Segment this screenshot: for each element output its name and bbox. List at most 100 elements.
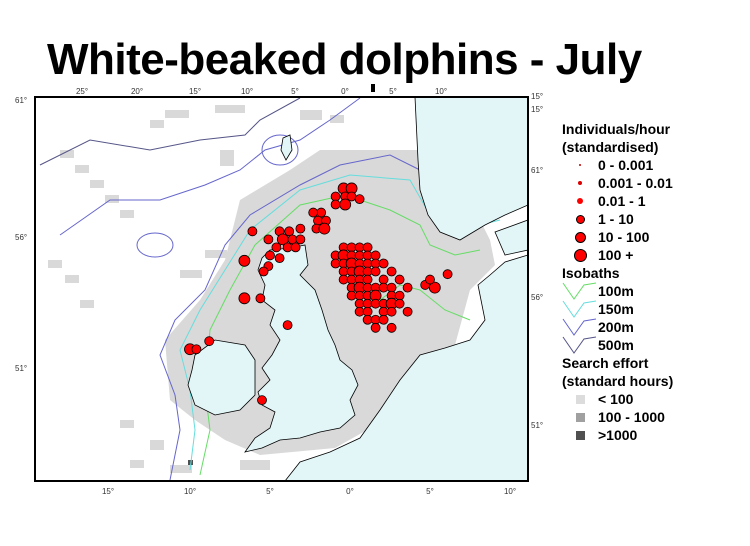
continental-europe [284, 254, 529, 482]
sighting-dot [282, 320, 293, 331]
sighting-dot [258, 266, 269, 277]
sighting-dot [238, 254, 251, 267]
sighting-dot [263, 234, 274, 245]
legend-label: >1000 [598, 427, 638, 443]
sighting-dot [378, 314, 389, 325]
dot-icon [579, 164, 581, 166]
legend: Individuals/hour (standardised) 0 - 0.00… [562, 120, 673, 444]
page-title: White-beaked dolphins - July [47, 35, 642, 84]
legend-item: >1000 [562, 426, 673, 444]
sighting-dot [386, 266, 397, 277]
square-icon [575, 394, 585, 404]
legend-item: 100m [562, 282, 673, 300]
land-masses [187, 96, 529, 482]
dot-icon [573, 248, 587, 262]
tick-label: 56° [15, 233, 27, 242]
map-frame [34, 96, 529, 482]
tick-label: 20° [131, 87, 143, 96]
legend-item: 0 - 0.001 [562, 156, 673, 174]
sighting-dot [274, 253, 285, 264]
tick-label: 61° [15, 96, 27, 105]
sighting-dot [425, 274, 435, 285]
tick-label: 10° [435, 87, 447, 96]
sighting-dot [428, 281, 441, 294]
tick-label: 5° [426, 487, 434, 496]
tick-label: 61° [531, 166, 543, 175]
dot-icon [574, 231, 586, 243]
isobath-line-icon [562, 336, 597, 354]
sighting-dot [257, 395, 267, 406]
sighting-dot [442, 269, 453, 280]
legend-label: 150m [598, 301, 634, 317]
legend-item: 0.01 - 1 [562, 192, 673, 210]
sighting-dot [191, 344, 202, 355]
tick-label: 10° [184, 487, 196, 496]
tick-label: 15° [102, 487, 114, 496]
sighting-dot [318, 222, 331, 235]
legend-item: 200m [562, 318, 673, 336]
legend-individuals-title: Individuals/hour [562, 121, 671, 137]
sighting-dot [394, 274, 405, 285]
legend-label: 10 - 100 [598, 229, 650, 245]
sighting-dot [330, 199, 341, 210]
legend-label: 0.01 - 1 [598, 193, 646, 209]
legend-label: 1 - 10 [598, 211, 634, 227]
sighting-dot [308, 207, 319, 218]
legend-item: 0.001 - 0.01 [562, 174, 673, 192]
tick-label: 5° [389, 87, 397, 96]
left-lat-labels: 61° 56° 51° [15, 96, 27, 373]
tick-label: 15° [531, 92, 543, 101]
dot-icon [578, 181, 582, 185]
legend-label: 200m [598, 319, 634, 335]
sighting-dot [204, 336, 215, 347]
legend-label: 100 - 1000 [598, 409, 665, 425]
tick-label: 51° [15, 364, 27, 373]
legend-label: 100 + [598, 247, 634, 263]
sighting-dot [255, 293, 266, 304]
sighting-dot [238, 292, 251, 305]
legend-effort-title: Search effort [562, 355, 649, 371]
marker [371, 84, 375, 92]
legend-item: 100 + [562, 246, 673, 264]
tick-label: 15° [189, 87, 201, 96]
top-lon-labels: 25° 20° 15° 10° 5° 0° 5° 10° [76, 87, 447, 96]
bottom-lon-labels: 15° 10° 5° 0° 5° 10° [102, 487, 516, 496]
tick-label: 10° [241, 87, 253, 96]
tick-label: 0° [346, 487, 354, 496]
sighting-dot [295, 234, 306, 245]
sighting-dot [402, 282, 413, 293]
sighting-dot [386, 306, 397, 317]
tick-label: 0° [341, 87, 349, 96]
legend-item: < 100 [562, 390, 673, 408]
legend-label: 0 - 0.001 [598, 157, 654, 173]
legend-effort-subtitle: (standard hours) [562, 373, 674, 389]
square-icon [575, 412, 585, 422]
legend-individuals-subtitle: (standardised) [562, 139, 659, 155]
dot-icon [577, 198, 583, 204]
isobath-line-icon [562, 300, 597, 318]
legend-label: 100m [598, 283, 634, 299]
sighting-dot [339, 198, 352, 211]
dot-icon [575, 214, 585, 224]
sighting-dot [394, 298, 405, 309]
shetland [280, 134, 293, 161]
legend-label: < 100 [598, 391, 634, 407]
legend-label: 500m [598, 337, 634, 353]
great-britain [244, 244, 359, 453]
tick-label: 56° [531, 293, 543, 302]
legend-isobaths-title: Isobaths [562, 265, 620, 281]
isobath-line-icon [562, 318, 597, 336]
sighting-dot [370, 322, 381, 333]
sighting-dot [247, 226, 258, 237]
legend-item: 1 - 10 [562, 210, 673, 228]
sighting-dot [378, 258, 389, 269]
tick-label: 5° [266, 487, 274, 496]
sighting-dot [295, 223, 306, 234]
sighting-dot [402, 306, 413, 317]
sighting-dot [354, 194, 365, 205]
square-icon [575, 430, 585, 440]
sighting-dot [271, 242, 282, 253]
legend-item: 500m [562, 336, 673, 354]
ireland [187, 339, 256, 416]
